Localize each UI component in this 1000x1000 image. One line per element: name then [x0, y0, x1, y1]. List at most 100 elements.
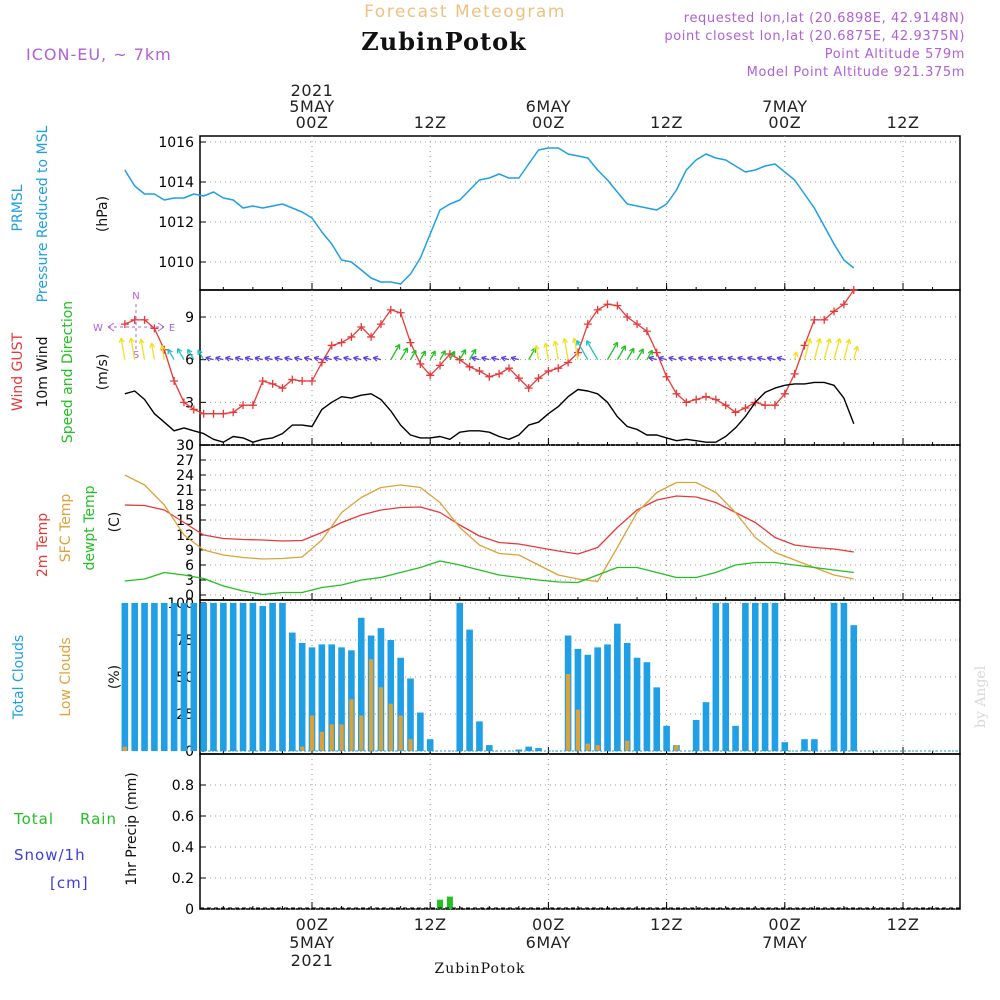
wind-arrowhead	[806, 337, 813, 344]
total-cloud-bar	[141, 602, 148, 752]
low-cloud-bar	[359, 715, 364, 752]
wind-arrow	[636, 348, 644, 361]
gust-point	[278, 384, 287, 393]
bottom-time-label: 2021	[291, 951, 334, 970]
y-tick-label: 21	[176, 483, 194, 499]
y-tick-label: 15	[176, 513, 194, 529]
wind-arrowhead	[353, 355, 359, 362]
gust-point	[367, 332, 376, 341]
compass-n-label: N	[132, 291, 139, 302]
gust-point	[150, 324, 159, 333]
wind-arrow	[616, 345, 626, 361]
wind-arrowhead	[264, 355, 270, 362]
wind-arrowhead	[440, 350, 446, 356]
top-time-label: 00Z	[532, 113, 565, 132]
wind-arrowhead	[149, 342, 156, 349]
total-clouds-label: Total Clouds	[11, 635, 27, 720]
gust-point	[642, 327, 651, 336]
gust-point	[583, 320, 592, 329]
wind-arrowhead	[562, 338, 568, 344]
bottom-time-label: 6MAY	[526, 933, 571, 952]
wind-arrow	[843, 339, 851, 360]
dewpt-label: dewpt Temp	[82, 485, 98, 570]
gust-point	[455, 355, 464, 364]
precip-panel	[199, 753, 961, 910]
wind-arrow	[813, 338, 821, 360]
total-cloud-bar	[476, 721, 483, 752]
low-cloud-bar	[408, 739, 413, 752]
y-tick-label: 1016	[158, 135, 194, 151]
wind-arrow	[803, 338, 811, 360]
low-cloud-bar	[378, 687, 384, 752]
wind-arrowhead	[678, 355, 684, 362]
wind-arrow	[544, 343, 550, 360]
wind-arrow	[161, 345, 165, 360]
gust-point	[633, 320, 642, 329]
total-cloud-bar	[269, 602, 276, 752]
gust-point	[298, 377, 307, 386]
top-time-label: 00Z	[768, 113, 801, 132]
wind-arrow	[167, 348, 175, 361]
wind-arrow	[409, 350, 417, 361]
wind-arrowhead	[510, 355, 517, 362]
bottom-time-label: 12Z	[650, 915, 683, 934]
y-tick-label: 0.6	[172, 809, 194, 825]
total-cloud-bar	[279, 602, 286, 752]
gust-point	[839, 300, 848, 309]
gust-point	[485, 372, 494, 381]
y-tick-label: 27	[176, 453, 194, 469]
wind-arrowhead	[481, 355, 487, 362]
low-cloud-bar	[309, 715, 315, 752]
gust-point	[662, 372, 671, 381]
total-cloud-bar	[397, 657, 404, 752]
gust-point	[692, 395, 701, 404]
wind-arrowhead	[647, 349, 653, 356]
total-cloud-bar	[604, 644, 611, 752]
gust-point	[505, 364, 513, 373]
wind-arrowhead	[470, 348, 477, 355]
chart-title: ZubinPotok	[361, 27, 527, 56]
total-cloud-bar	[515, 749, 523, 752]
total-cloud-bar	[594, 647, 601, 752]
total-cloud-bar	[574, 648, 582, 752]
y-tick-label: 0.4	[172, 840, 194, 856]
gust-point	[170, 377, 179, 386]
chart-subtitle: Forecast Meteogram	[364, 2, 566, 22]
pressure-line	[124, 147, 855, 285]
y-tick-label: 24	[176, 468, 194, 484]
wind-arrow	[140, 339, 146, 360]
gust-point	[416, 359, 425, 368]
wind-arrowhead	[471, 355, 477, 362]
y-tick-label: 1010	[158, 255, 194, 271]
y-tick-label: 1012	[158, 215, 194, 231]
total-cloud-bar	[417, 712, 424, 752]
wind-arrow	[400, 347, 409, 361]
wind-arrowhead	[394, 343, 401, 350]
gust-point	[465, 362, 474, 371]
wind-arrowhead	[747, 355, 753, 362]
low-cloud-bar	[595, 745, 600, 752]
total-cloud-bar	[289, 632, 296, 752]
low-clouds-label: Low Clouds	[58, 637, 74, 716]
wind-arrowhead	[792, 351, 799, 357]
total-cloud-bar	[525, 746, 532, 752]
gust-point	[426, 371, 435, 380]
t2m-label: 2m Temp	[35, 513, 51, 577]
total-cloud-bar	[407, 678, 414, 752]
wind-arrow	[130, 337, 136, 360]
top-time-label: 12Z	[414, 113, 447, 132]
total-label: Total	[13, 810, 54, 828]
snow-unit-label: [cm]	[50, 874, 89, 892]
compass-e-label: E	[169, 323, 175, 334]
total-cloud-bar	[584, 654, 592, 752]
compass-arrowhead-w	[107, 322, 115, 332]
total-cloud-bar	[692, 719, 700, 752]
gust-point	[396, 308, 405, 317]
top-time-label: 12Z	[650, 113, 683, 132]
chart-marks: 1010101210141016036903691215182124273002…	[118, 81, 960, 970]
y-tick-label: 3	[185, 395, 194, 411]
total-cloud-bar	[830, 602, 838, 752]
gust-point	[593, 305, 602, 314]
requested-coords: requested lon,lat (20.6898E, 42.9148N)	[684, 11, 965, 26]
y-tick-label: 0.8	[172, 778, 194, 794]
